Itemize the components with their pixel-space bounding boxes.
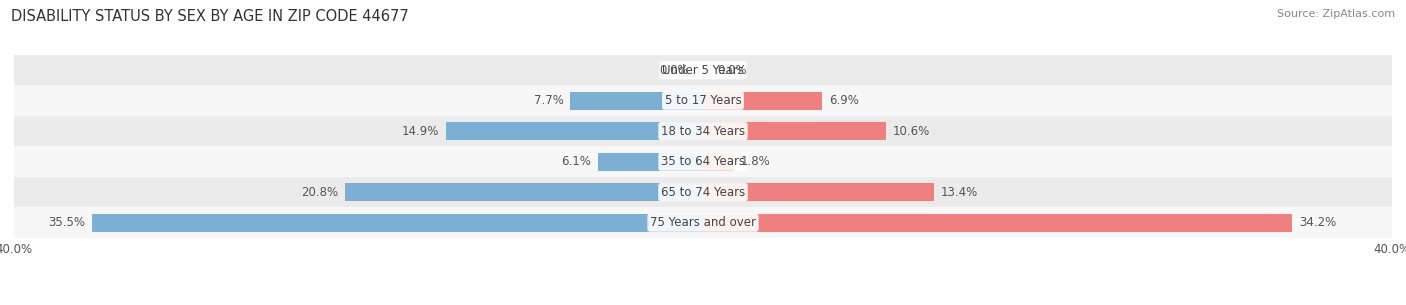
Text: 6.1%: 6.1% [561,155,591,168]
Text: 14.9%: 14.9% [402,125,440,138]
Bar [703,183,934,201]
Text: 1.8%: 1.8% [741,155,770,168]
Text: 0.0%: 0.0% [659,64,689,77]
Text: DISABILITY STATUS BY SEX BY AGE IN ZIP CODE 44677: DISABILITY STATUS BY SEX BY AGE IN ZIP C… [11,9,409,24]
Text: 35 to 64 Years: 35 to 64 Years [661,155,745,168]
Bar [14,177,1392,207]
Text: 35.5%: 35.5% [48,216,84,229]
Bar [14,85,1392,116]
Text: 10.6%: 10.6% [893,125,929,138]
Bar [598,152,703,171]
Bar [14,146,1392,177]
Text: 13.4%: 13.4% [941,186,979,199]
Text: 65 to 74 Years: 65 to 74 Years [661,186,745,199]
Bar [703,152,734,171]
Text: 5 to 17 Years: 5 to 17 Years [665,94,741,107]
Bar [344,183,703,201]
Text: 75 Years and over: 75 Years and over [650,216,756,229]
Bar [703,214,1292,232]
Bar [446,122,703,140]
Text: 0.0%: 0.0% [717,64,747,77]
Text: 7.7%: 7.7% [534,94,564,107]
Bar [14,207,1392,238]
Bar [571,92,703,110]
Text: 34.2%: 34.2% [1299,216,1336,229]
Bar [14,55,1392,85]
Bar [703,122,886,140]
Bar [14,116,1392,146]
Text: 18 to 34 Years: 18 to 34 Years [661,125,745,138]
Text: 20.8%: 20.8% [301,186,337,199]
Text: Under 5 Years: Under 5 Years [662,64,744,77]
Text: Source: ZipAtlas.com: Source: ZipAtlas.com [1277,9,1395,19]
Bar [703,92,823,110]
Text: 6.9%: 6.9% [828,94,859,107]
Bar [91,214,703,232]
